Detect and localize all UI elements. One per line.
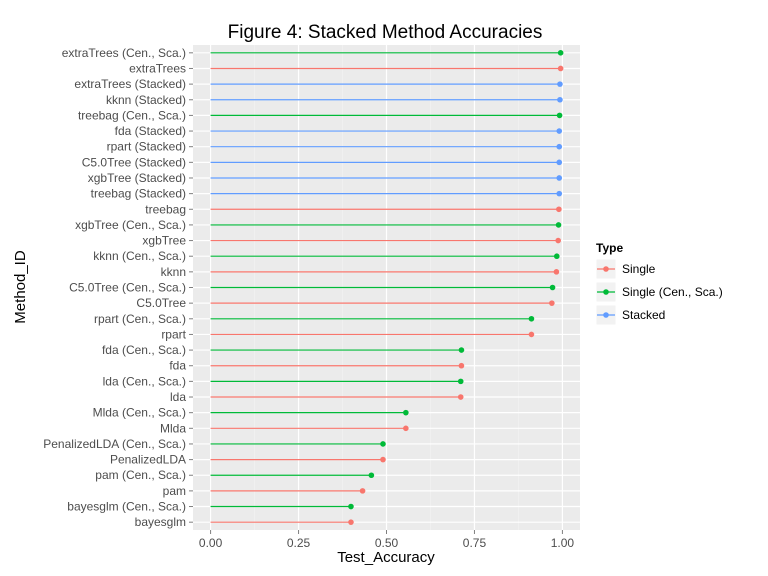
dot-c5-0tree [549,300,555,306]
lollipop-segments [210,52,561,523]
legend-keys: Single Single (Cen., Sca.) Stacked [595,258,723,326]
y-tick-label-rpart-stacked: rpart (Stacked) [107,140,186,154]
dot-fda-stacked [556,128,563,134]
dot-penalizedlda-cen-sca [380,441,386,447]
dot-xgbtree [555,237,561,244]
y-tick-label-xgbtree: xgbTree [142,234,186,248]
dot-fda-cen-sca [458,347,465,353]
x-tick-label: 0.25 [287,536,311,550]
y-tick-label-fda: fda [169,359,186,373]
dot-pam [359,488,366,494]
x-axis-ticks: 0.00 0.25 0.50 0.75 1.00 [199,530,574,550]
legend-key-single-cen-sca: Single (Cen., Sca.) [595,281,723,303]
y-tick-label-xgbtree-cen-sca: xgbTree (Cen., Sca.) [75,218,186,232]
dot-lda [457,394,464,400]
dot-rpart [528,331,535,338]
y-tick-label-pam: pam [163,484,186,498]
dot-xgbtree-stacked [556,175,563,181]
legend-label: Single [622,262,656,276]
y-tick-label-lda-cen-sca: lda (Cen., Sca.) [103,374,186,388]
dot-extratrees-stacked [557,81,563,87]
dot-extratrees-cen-sca [557,50,564,56]
legend-key-dot [603,289,609,295]
dot-mlda-cen-sca [403,409,409,416]
y-tick-label-xgbtree-stacked: xgbTree (Stacked) [88,171,186,185]
dot-pam-cen-sca [368,472,375,479]
dot-kknn [553,269,560,275]
legend-key-stacked: Stacked [595,304,665,326]
y-tick-label-treebag-stacked: treebag (Stacked) [91,187,186,201]
y-tick-label-rpart-cen-sca: rpart (Cen., Sca.) [94,312,186,326]
y-tick-label-lda: lda [170,390,186,404]
y-tick-label-treebag: treebag [145,202,186,216]
dot-penalizedlda [380,456,386,463]
x-tick-label: 0.00 [199,536,223,550]
dot-treebag [556,206,562,213]
y-tick-label-fda-stacked: fda (Stacked) [115,124,186,138]
dot-bayesglm [348,519,354,525]
legend-key-dot [603,312,609,318]
legend-label: Stacked [622,308,665,322]
lollipop-dots [348,50,564,525]
dot-treebag-cen-sca [556,112,563,119]
y-tick-label-treebag-cen-sca: treebag (Cen., Sca.) [78,108,186,122]
x-tick-label: 0.75 [463,536,487,550]
dot-treebag-stacked [556,190,563,197]
dot-rpart-cen-sca [528,315,535,322]
legend-title: Type [596,241,623,255]
dot-c5-0tree-stacked [556,159,563,166]
legend: Type Single Single (Cen., Sca.) Stacked [595,241,723,326]
dot-rpart-stacked [556,143,563,150]
y-tick-label-mlda: Mlda [160,421,186,435]
y-tick-label-c5-0tree-cen-sca: C5.0Tree (Cen., Sca.) [69,281,186,295]
dot-xgbtree-cen-sca [555,222,562,228]
y-tick-label-bayesglm: bayesglm [135,515,186,529]
dot-extratrees [557,65,564,72]
y-tick-label-c5-0tree: C5.0Tree [136,296,186,310]
y-tick-label-kknn-cen-sca: kknn (Cen., Sca.) [93,249,186,263]
y-tick-label-extratrees: extraTrees [129,61,186,75]
y-tick-label-extratrees-stacked: extraTrees (Stacked) [74,77,186,91]
legend-label: Single (Cen., Sca.) [622,285,723,299]
chart-title: Figure 4: Stacked Method Accuracies [228,22,543,43]
y-tick-label-extratrees-cen-sca: extraTrees (Cen., Sca.) [62,46,186,60]
y-tick-label-bayesglm-cen-sca: bayesglm (Cen., Sca.) [67,500,186,514]
dot-kknn-stacked [557,96,563,103]
y-tick-label-c5-0tree-stacked: C5.0Tree (Stacked) [82,155,186,169]
dot-c5-0tree-cen-sca [549,284,556,291]
y-axis-title: Method_ID [12,250,29,324]
y-tick-label-kknn: kknn [161,265,186,279]
y-tick-label-kknn-stacked: kknn (Stacked) [106,93,186,107]
x-tick-label: 0.50 [375,536,399,550]
dot-lda-cen-sca [457,378,464,385]
legend-key-single: Single [595,258,656,280]
x-axis-title: Test_Accuracy [337,549,435,566]
y-tick-label-fda-cen-sca: fda (Cen., Sca.) [102,343,186,357]
x-tick-label: 1.00 [551,536,575,550]
dot-kknn-cen-sca [553,253,560,260]
y-axis-ticks: extraTrees (Cen., Sca.)extraTrees extraTr… [43,46,193,529]
y-tick-label-penalizedlda: PenalizedLDA [110,453,186,467]
y-tick-label-pam-cen-sca: pam (Cen., Sca.) [95,468,186,482]
y-tick-label-rpart: rpart [161,327,186,341]
y-tick-label-mlda-cen-sca: Mlda (Cen., Sca.) [93,406,186,420]
y-tick-label-penalizedlda-cen-sca: PenalizedLDA (Cen., Sca.) [43,437,186,451]
legend-key-dot [603,266,609,272]
dot-bayesglm-cen-sca [348,503,354,510]
dot-mlda [403,425,409,432]
dot-fda [458,362,465,369]
